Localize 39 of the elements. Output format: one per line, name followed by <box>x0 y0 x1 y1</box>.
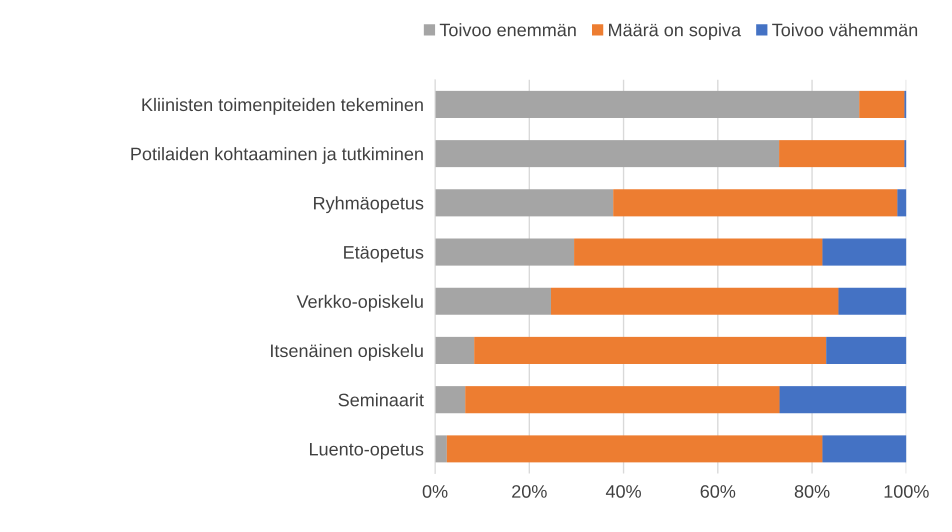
y-tick-label: Itsenäinen opiskelu <box>271 344 423 361</box>
bar <box>435 140 780 168</box>
bar <box>474 336 826 364</box>
bar <box>822 435 906 462</box>
y-tick-label: Verkko-opiskelu <box>296 294 423 312</box>
bar <box>435 336 474 364</box>
bar <box>574 238 822 266</box>
bar <box>897 189 906 216</box>
y-tick-label: Potilaiden kohtaaminen ja tutkiminen <box>131 147 423 164</box>
x-tick-label: 80% <box>794 485 830 498</box>
bar <box>435 386 466 414</box>
x-tick-label: 100% <box>884 485 929 498</box>
bar <box>435 288 551 315</box>
y-tick-label: Luento-opetus <box>310 442 424 460</box>
bar <box>435 189 614 216</box>
legend-label: Toivoo vähemmän <box>772 23 918 36</box>
x-tick-label: 60% <box>700 485 736 498</box>
bar <box>435 435 447 462</box>
x-tick-label: 20% <box>512 485 547 498</box>
bar <box>446 435 822 462</box>
legend-label: Toivoo enemmän <box>440 23 576 36</box>
y-tick-label: Etäopetus <box>344 246 424 262</box>
bar <box>822 238 906 266</box>
x-tick-label: 0% <box>422 485 448 498</box>
bar <box>859 90 904 118</box>
bar <box>838 288 906 315</box>
y-tick-label: Kliinisten toimenpiteiden tekeminen <box>142 98 423 115</box>
bar <box>465 386 780 414</box>
bar <box>435 238 574 266</box>
bar <box>779 140 904 168</box>
y-tick-label: Ryhmäopetus <box>314 196 424 214</box>
x-tick-label: 40% <box>606 485 641 498</box>
legend-label: Määrä on sopiva <box>609 23 742 40</box>
bar <box>550 288 838 315</box>
bar <box>780 386 906 414</box>
y-tick-label: Seminaarit <box>338 393 424 406</box>
bar <box>826 336 906 364</box>
bar <box>435 90 860 118</box>
bar <box>613 189 898 216</box>
